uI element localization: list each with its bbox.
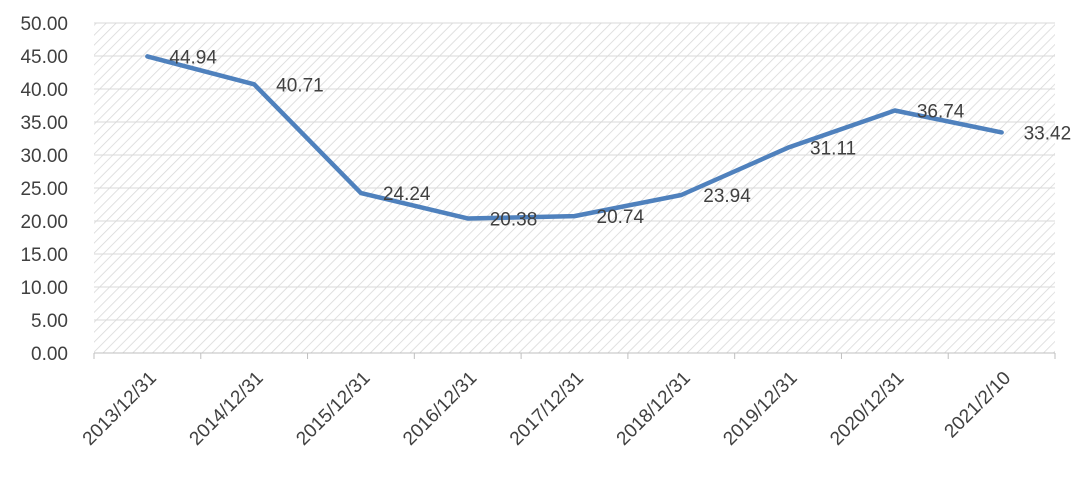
- x-tick-label: 2017/12/31: [506, 368, 588, 450]
- data-label: 24.24: [383, 184, 431, 205]
- x-tick-label: 2020/12/31: [826, 368, 908, 450]
- x-tick-label: 2016/12/31: [399, 368, 481, 450]
- x-tick-label: 2018/12/31: [613, 368, 695, 450]
- x-tick-label: 2015/12/31: [292, 368, 374, 450]
- y-tick-label: 15.00: [20, 245, 68, 266]
- data-point: [679, 192, 684, 197]
- y-tick-label: 50.00: [20, 14, 68, 35]
- y-tick-label: 40.00: [20, 80, 68, 101]
- data-point: [145, 54, 150, 59]
- y-tick-label: 35.00: [20, 113, 68, 134]
- gridlines: [94, 22, 1055, 321]
- data-point: [465, 216, 470, 221]
- data-point: [572, 214, 577, 219]
- data-label: 20.38: [490, 209, 538, 230]
- data-label: 31.11: [810, 139, 856, 160]
- x-tick-label: 2014/12/31: [186, 368, 268, 450]
- data-label: 44.94: [169, 47, 217, 68]
- y-tick-label: 10.00: [20, 278, 68, 299]
- y-tick-label: 0.00: [31, 344, 68, 365]
- data-point: [892, 108, 897, 113]
- x-tick-label: 2021/2/10: [941, 368, 1016, 443]
- data-label: 40.71: [276, 75, 324, 96]
- x-tick-label: 2013/12/31: [79, 368, 161, 450]
- y-tick-label: 20.00: [20, 212, 68, 233]
- y-tick-label: 45.00: [20, 47, 68, 68]
- data-point: [358, 191, 363, 196]
- y-tick-label: 30.00: [20, 146, 68, 167]
- data-labels: 44.94 40.71 24.24 20.38 20.74 23.94 31.11 36.74…: [169, 47, 1071, 230]
- data-point: [786, 145, 791, 150]
- data-label: 20.74: [597, 207, 645, 228]
- y-tick-label: 5.00: [31, 311, 68, 332]
- series-layer: [145, 54, 1004, 221]
- y-tick-label: 25.00: [20, 179, 68, 200]
- data-label: 33.42: [1024, 123, 1072, 144]
- data-label: 36.74: [917, 102, 965, 123]
- x-tick-label: 2019/12/31: [720, 368, 802, 450]
- data-point: [252, 82, 257, 87]
- data-point: [999, 130, 1004, 135]
- data-label: 23.94: [703, 186, 751, 207]
